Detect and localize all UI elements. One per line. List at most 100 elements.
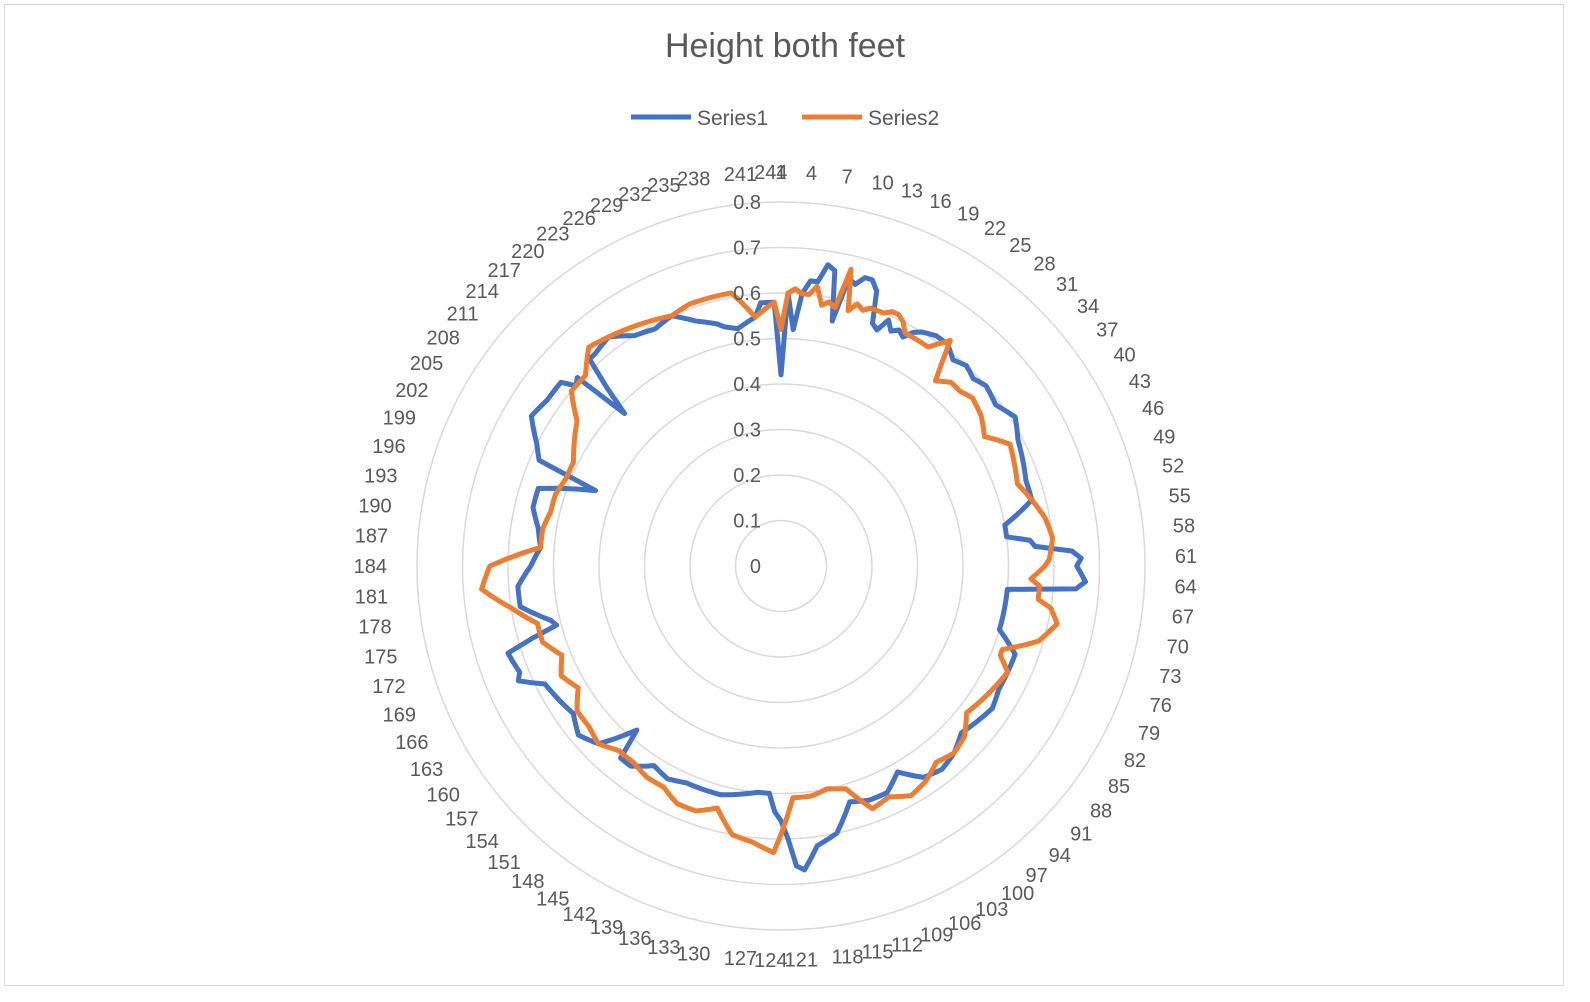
category-label: 214 [465, 281, 498, 303]
category-label: 130 [677, 944, 710, 966]
category-label: 142 [562, 904, 595, 926]
category-label: 187 [355, 526, 388, 548]
category-label: 121 [785, 949, 818, 971]
category-label: 148 [511, 871, 544, 893]
radar-chart: Height both feet Series1 Series2 0 0.1 0.2… [354, 27, 1197, 972]
category-label: 196 [372, 436, 405, 458]
axis-tick-label: 0.4 [733, 374, 761, 396]
category-label: 82 [1124, 750, 1146, 772]
category-label: 58 [1173, 515, 1195, 537]
category-label: 28 [1033, 253, 1055, 275]
grid-ring-0-5 [552, 337, 1010, 795]
category-label: 193 [364, 466, 397, 488]
series-line-series2 [479, 266, 1060, 856]
category-label: 127 [724, 948, 757, 970]
category-label: 136 [618, 928, 651, 950]
category-label: 94 [1049, 845, 1071, 867]
axis-tick-label: 0.1 [733, 511, 761, 533]
category-label: 223 [536, 224, 569, 246]
category-label: 244 [754, 162, 787, 184]
category-label: 76 [1150, 695, 1172, 717]
grid-ring-0-7 [461, 246, 1101, 886]
category-label: 151 [488, 852, 521, 874]
category-label: 205 [410, 353, 443, 375]
chart-area: Height both feet Series1 Series2 0 0.1 0.2… [4, 4, 1564, 986]
category-label: 118 [832, 947, 864, 969]
category-label: 106 [948, 913, 981, 935]
category-label: 91 [1070, 824, 1092, 846]
category-label: 154 [465, 831, 498, 853]
grid-ring-0-8 [416, 201, 1146, 931]
category-label: 202 [395, 380, 428, 402]
category-label: 241 [724, 164, 757, 186]
axis-tick-label: 0.7 [733, 238, 761, 260]
category-label: 43 [1129, 371, 1151, 393]
category-label: 55 [1169, 485, 1191, 507]
category-label: 178 [358, 617, 391, 639]
category-label: 1 [775, 162, 786, 184]
category-label: 37 [1096, 320, 1118, 342]
axis-tick-label: 0 [750, 556, 761, 578]
grid-ring-0-3 [643, 428, 919, 704]
category-label: 220 [511, 241, 544, 263]
category-label: 46 [1142, 398, 1164, 420]
category-label: 184 [354, 556, 387, 578]
category-label: 49 [1153, 427, 1175, 449]
category-label: 88 [1090, 801, 1112, 823]
category-label: 85 [1108, 776, 1130, 798]
axis-tick-label: 0.6 [733, 283, 761, 305]
category-label: 232 [618, 184, 651, 206]
category-label: 34 [1077, 296, 1099, 318]
category-label: 115 [862, 942, 894, 964]
category-label: 16 [929, 191, 951, 213]
category-label: 112 [891, 934, 923, 956]
category-label: 238 [677, 168, 710, 190]
axis-tick-label: 0.5 [733, 329, 761, 351]
category-label: 7 [842, 167, 853, 189]
radial-axis-labels: 0 0.1 0.2 0.3 0.4 0.5 0.6 0.7 0.8 [733, 192, 761, 578]
category-label: 163 [410, 759, 443, 781]
legend: Series1 Series2 [631, 107, 939, 130]
series-line-series1 [505, 262, 1088, 873]
category-label: 160 [427, 784, 460, 806]
category-label: 4 [806, 163, 817, 185]
legend-label-series1: Series1 [697, 107, 768, 130]
category-label: 97 [1026, 865, 1048, 887]
category-label: 70 [1167, 637, 1189, 659]
category-label: 73 [1159, 666, 1181, 688]
category-label: 172 [372, 676, 405, 698]
category-label: 139 [590, 917, 623, 939]
category-label: 79 [1138, 723, 1160, 745]
series-layer [479, 262, 1088, 873]
category-label: 61 [1175, 546, 1197, 568]
category-label: 211 [447, 304, 479, 326]
category-label: 31 [1056, 274, 1078, 296]
category-label: 40 [1113, 345, 1135, 367]
category-label: 145 [536, 888, 569, 910]
category-label: 166 [395, 732, 428, 754]
axis-tick-label: 0.2 [733, 465, 761, 487]
category-label: 22 [984, 218, 1006, 240]
chart-title: Height both feet [665, 27, 906, 65]
category-label: 190 [358, 495, 391, 517]
category-label: 226 [562, 208, 595, 230]
category-label: 19 [957, 204, 979, 226]
category-label: 103 [975, 899, 1008, 921]
grid-ring-0-1 [734, 519, 828, 613]
category-label: 25 [1009, 235, 1031, 257]
category-label: 100 [1001, 883, 1034, 905]
category-label: 157 [445, 808, 478, 830]
category-label: 169 [383, 704, 416, 726]
legend-label-series2: Series2 [868, 107, 939, 130]
grid-ring-0-4 [598, 383, 964, 749]
category-label: 52 [1162, 456, 1184, 478]
category-label: 133 [647, 937, 680, 959]
axis-tick-label: 0.3 [733, 420, 761, 442]
category-label: 175 [364, 647, 397, 669]
category-label: 67 [1172, 607, 1194, 629]
category-label: 217 [488, 260, 521, 282]
category-label: 10 [872, 173, 894, 195]
category-label: 235 [647, 175, 680, 197]
grid-ring-0-2 [689, 474, 873, 658]
